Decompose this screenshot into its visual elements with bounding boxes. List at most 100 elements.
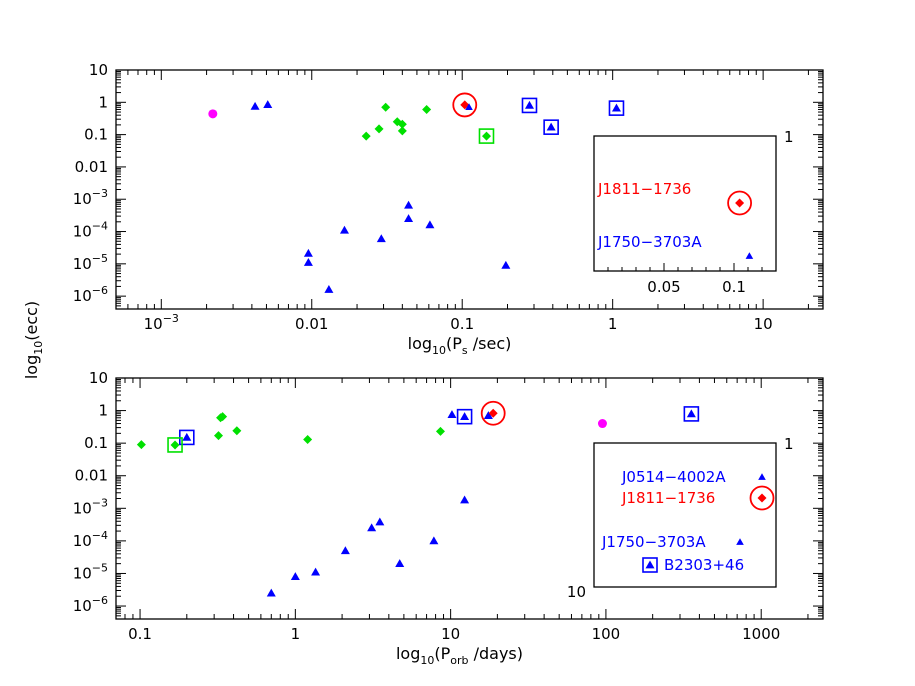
inset-top-point-J1811-glyph <box>735 198 745 208</box>
panel-bottom-blue-triangles-point-glyph <box>290 572 300 580</box>
panel-bottom-ytick-label: 10−6 <box>73 594 108 615</box>
panel-bottom-red-circled-diamond-point-ring <box>480 400 506 426</box>
panel-top-ytick-label: 0.1 <box>84 126 108 144</box>
inset-bottom-label-J1750: J1750−3703A <box>601 533 706 551</box>
panel-top-ytick-label: 10−6 <box>73 284 108 305</box>
panel-top-ytick-label: 1 <box>98 93 108 111</box>
panel-bottom-blue-boxed-triangles-point-glyph <box>182 432 192 441</box>
panel-top-blue-triangles-point-glyph <box>425 220 435 229</box>
panel-top-small-blue-triangle-point-glyph <box>465 103 473 110</box>
panel-bottom-blue-boxed-triangles-point <box>683 406 700 422</box>
panel-bottom-green-diamonds-point <box>303 434 313 444</box>
panel-bottom-blue-triangles-point-glyph <box>483 411 493 419</box>
panel-top-xtick-label: 1 <box>608 315 618 333</box>
panel-top-blue-boxed-triangles-point-glyph <box>524 100 534 109</box>
panel-bottom-blue-triangles-point-glyph <box>311 567 321 576</box>
panel-top-blue-triangles-point <box>324 285 334 293</box>
panel-bottom-blue-triangles-point <box>290 572 300 580</box>
panel-bottom-green-diamonds-point <box>136 440 146 450</box>
panel-top-xtick-label: 0.01 <box>295 315 328 333</box>
panel-top-blue-triangles-point-glyph <box>404 200 414 209</box>
panel-bottom-green-diamonds-point-glyph <box>218 412 228 422</box>
panel-bottom-blue-triangles-point <box>340 546 350 555</box>
ylabel-shared: log10(ecc) <box>22 301 45 379</box>
inset-bottom-point-J0514-glyph <box>758 473 766 480</box>
panel-top-green-diamonds-point-glyph <box>361 131 371 141</box>
panel-top-blue-triangles-point-glyph <box>263 100 273 108</box>
inset-top-frame <box>593 135 777 272</box>
panel-top-blue-triangles-point <box>404 200 414 209</box>
panel-bottom-green-boxed-diamonds-point-glyph <box>170 440 180 450</box>
panel-bottom-green-diamonds-point-glyph <box>303 434 313 444</box>
panel-top-green-diamonds-point <box>381 102 391 112</box>
panel-bottom-blue-boxed-triangles-point-box <box>683 406 700 422</box>
panel-bottom-blue-triangles-point-glyph <box>340 546 350 555</box>
panel-bottom-green-boxed-diamonds-point <box>167 437 183 453</box>
panel-bottom-blue-boxed-triangles-point-box <box>456 408 473 425</box>
panel-bottom-xtick-label: 100 <box>592 625 621 643</box>
panel-top-green-diamonds-point <box>397 126 407 136</box>
panel-top-green-diamonds-point-glyph <box>381 102 391 112</box>
inset-top-xtick-label: 0.05 <box>647 278 680 296</box>
panel-top-blue-triangles-point <box>376 234 386 243</box>
panel-top-xtick-label: 10 <box>754 315 773 333</box>
inset-bottom-point-J1750 <box>736 538 744 545</box>
panel-bottom-ytick-label: 10−5 <box>73 561 108 582</box>
inset-bottom-left-label: 10 <box>567 583 586 601</box>
panel-top-blue-triangles-point-glyph <box>339 225 349 234</box>
panel-bottom-xtick-label: 1000 <box>742 625 780 643</box>
inset-bottom-point-J0514 <box>758 473 766 480</box>
panel-bottom-xtick-label: 1 <box>291 625 301 643</box>
panel-top-green-diamonds-point-glyph <box>374 124 384 134</box>
inset-top-point-J1750 <box>745 252 754 259</box>
inset-top-point-J1750-glyph <box>745 252 754 259</box>
inset-bottom-label-J1811: J1811−1736 <box>621 489 715 507</box>
panel-top-blue-boxed-triangles-point-box <box>543 119 559 135</box>
panel-top-blue-boxed-triangles-point <box>608 100 625 116</box>
panel-bottom-red-circled-diamond-point-glyph <box>488 408 498 418</box>
panel-top-ytick-label: 10−5 <box>73 252 108 273</box>
panel-bottom-blue-triangles-point-glyph <box>367 523 377 532</box>
panel-bottom-blue-triangles-point <box>266 588 276 597</box>
panel-bottom-blue-triangles-point-glyph <box>395 559 405 568</box>
panel-top-xtick-label: 10−3 <box>144 312 179 333</box>
inset-bottom-label-J0514: J0514−4002A <box>621 468 726 486</box>
panel-bottom-green-diamonds-point-glyph <box>136 440 146 450</box>
panel-bottom-blue-triangles-point <box>375 517 385 526</box>
panel-top-blue-triangles-point <box>303 258 313 266</box>
panel-top-blue-triangles-point <box>404 214 414 223</box>
panel-top-ytick-label: 10 <box>89 61 108 79</box>
panel-top-small-blue-triangle-point <box>465 103 473 110</box>
panel-bottom-green-diamonds-point <box>213 431 223 441</box>
panel-top-xtick-label: 0.1 <box>450 315 474 333</box>
panel-bottom-blue-triangles-point-glyph <box>429 536 439 545</box>
panel-top-blue-triangles-point-glyph <box>404 214 414 223</box>
inset-bottom-right-label: 1 <box>784 435 794 453</box>
panel-top-green-boxed-diamonds-point-glyph <box>481 131 491 141</box>
inset-bottom-point-B2303 <box>642 557 658 573</box>
panel-top-blue-triangles-point <box>303 248 313 257</box>
panel-top-red-circled-diamond-point-ring <box>452 92 478 118</box>
panel-bottom-blue-triangles-point <box>483 411 493 419</box>
panel-bottom-xtick-label: 10 <box>441 625 460 643</box>
panel-top-blue-boxed-triangles-point <box>521 97 538 114</box>
panel-top-blue-triangles-point <box>501 260 511 269</box>
panel-bottom-blue-triangles-point-glyph <box>447 410 457 419</box>
panel-top-green-boxed-diamonds-point <box>478 128 495 144</box>
inset-bottom-frame <box>593 442 777 588</box>
panel-top-blue-triangles-point-glyph <box>303 258 313 266</box>
panel-top-blue-triangles-point <box>339 225 349 234</box>
inset-top-point-J1811 <box>727 190 752 216</box>
panel-top-blue-boxed-triangles-point-box <box>608 100 625 116</box>
inset-top-label-J1811: J1811−1736 <box>597 180 691 198</box>
panel-top-green-diamonds-point <box>397 119 407 129</box>
panel-top-blue-triangles-point <box>250 101 260 110</box>
panel-bottom-blue-triangles-point <box>447 410 457 419</box>
panel-bottom-green-boxed-diamonds-point-box <box>167 437 183 453</box>
panel-top-magenta-circles-point-glyph <box>208 109 218 119</box>
panel-bottom-green-diamonds-point-glyph <box>213 431 223 441</box>
panel-top-xlabel: log10(Ps /sec) <box>408 334 512 357</box>
panel-bottom-blue-triangles-point-glyph <box>375 517 385 526</box>
inset-bottom-point-J1811-glyph <box>757 493 767 503</box>
panel-bottom-xtick-label: 0.1 <box>128 625 152 643</box>
